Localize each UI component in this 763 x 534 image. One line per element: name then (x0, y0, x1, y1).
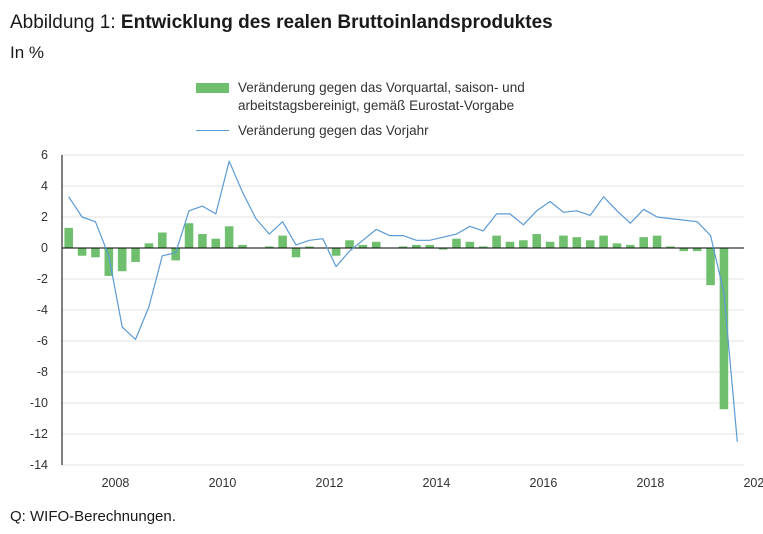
bar (412, 244, 421, 248)
bar (144, 243, 154, 248)
y-tick-label: 4 (41, 179, 48, 193)
y-tick-label: 2 (41, 210, 48, 224)
legend-line-label: Veränderung gegen das Vorjahr (238, 123, 429, 138)
legend-bar-label-line1: Veränderung gegen das Vorquartal, saison… (238, 80, 525, 95)
legend-bar-swatch (196, 83, 229, 93)
bar (505, 241, 515, 248)
bar (224, 226, 234, 248)
x-tick-label: 2018 (636, 476, 664, 490)
bar (585, 240, 595, 248)
x-tick-label: 2016 (530, 476, 558, 490)
bar (719, 248, 729, 410)
bar (238, 244, 247, 248)
bar (158, 232, 167, 248)
y-tick-label: -10 (30, 396, 48, 410)
bar (545, 241, 555, 248)
bar (291, 248, 301, 258)
bar (639, 237, 648, 248)
bar (198, 234, 207, 248)
bar (264, 246, 274, 248)
bar (438, 248, 448, 250)
y-tick-label: -12 (30, 427, 48, 441)
y-tick-label: -8 (37, 365, 48, 379)
bar (184, 223, 194, 248)
legend-bar-label-line2: arbeitstagsbereinigt, gemäß Eurostat-Vor… (238, 98, 515, 113)
bar (425, 244, 435, 248)
y-tick-label: 0 (41, 241, 48, 255)
bar (331, 248, 341, 256)
bar (77, 248, 87, 256)
bar (358, 244, 368, 248)
bar (679, 248, 689, 252)
bar (666, 246, 675, 248)
title-prefix: Abbildung 1: (10, 12, 121, 33)
unit-label: In % (10, 43, 45, 62)
y-tick-label: -14 (30, 458, 48, 472)
bar (171, 248, 180, 261)
bar (117, 248, 127, 272)
bar (398, 246, 408, 248)
y-tick-label: -2 (37, 272, 48, 286)
bar (572, 237, 582, 248)
bar (532, 234, 542, 248)
yoy-line (68, 160, 738, 442)
bar (626, 244, 635, 248)
bar (492, 235, 501, 248)
title-main: Entwicklung des realen Bruttoinlandsprod… (120, 12, 553, 33)
bar (559, 235, 568, 248)
bar (131, 248, 140, 262)
bar (91, 248, 100, 258)
bar (478, 246, 488, 248)
x-tick-label: 2008 (102, 476, 130, 490)
bar (104, 248, 114, 276)
bar (599, 235, 608, 248)
y-tick-label: 6 (41, 148, 48, 162)
bar (211, 238, 221, 248)
bar (452, 238, 461, 248)
bar (465, 241, 475, 248)
x-tick-label: 2012 (316, 476, 344, 490)
bar (278, 235, 287, 248)
bar (519, 240, 528, 248)
legend-line-swatch (196, 130, 229, 131)
x-tick-label: 2010 (209, 476, 237, 490)
x-tick-label: 2020 (743, 476, 763, 490)
bar (612, 243, 622, 248)
bar (305, 246, 314, 248)
bar (345, 240, 354, 248)
x-tick-label: 2014 (423, 476, 451, 490)
source-note: Q: WIFO-Berechnungen. (10, 508, 176, 525)
y-tick-label: -6 (37, 334, 48, 348)
chart-title: Abbildung 1: Entwicklung des realen Brut… (10, 12, 553, 34)
bar (371, 241, 381, 248)
bar (692, 248, 702, 252)
bar (706, 248, 715, 286)
bar (64, 227, 73, 248)
y-tick-label: -4 (37, 303, 48, 317)
bar (652, 235, 662, 248)
